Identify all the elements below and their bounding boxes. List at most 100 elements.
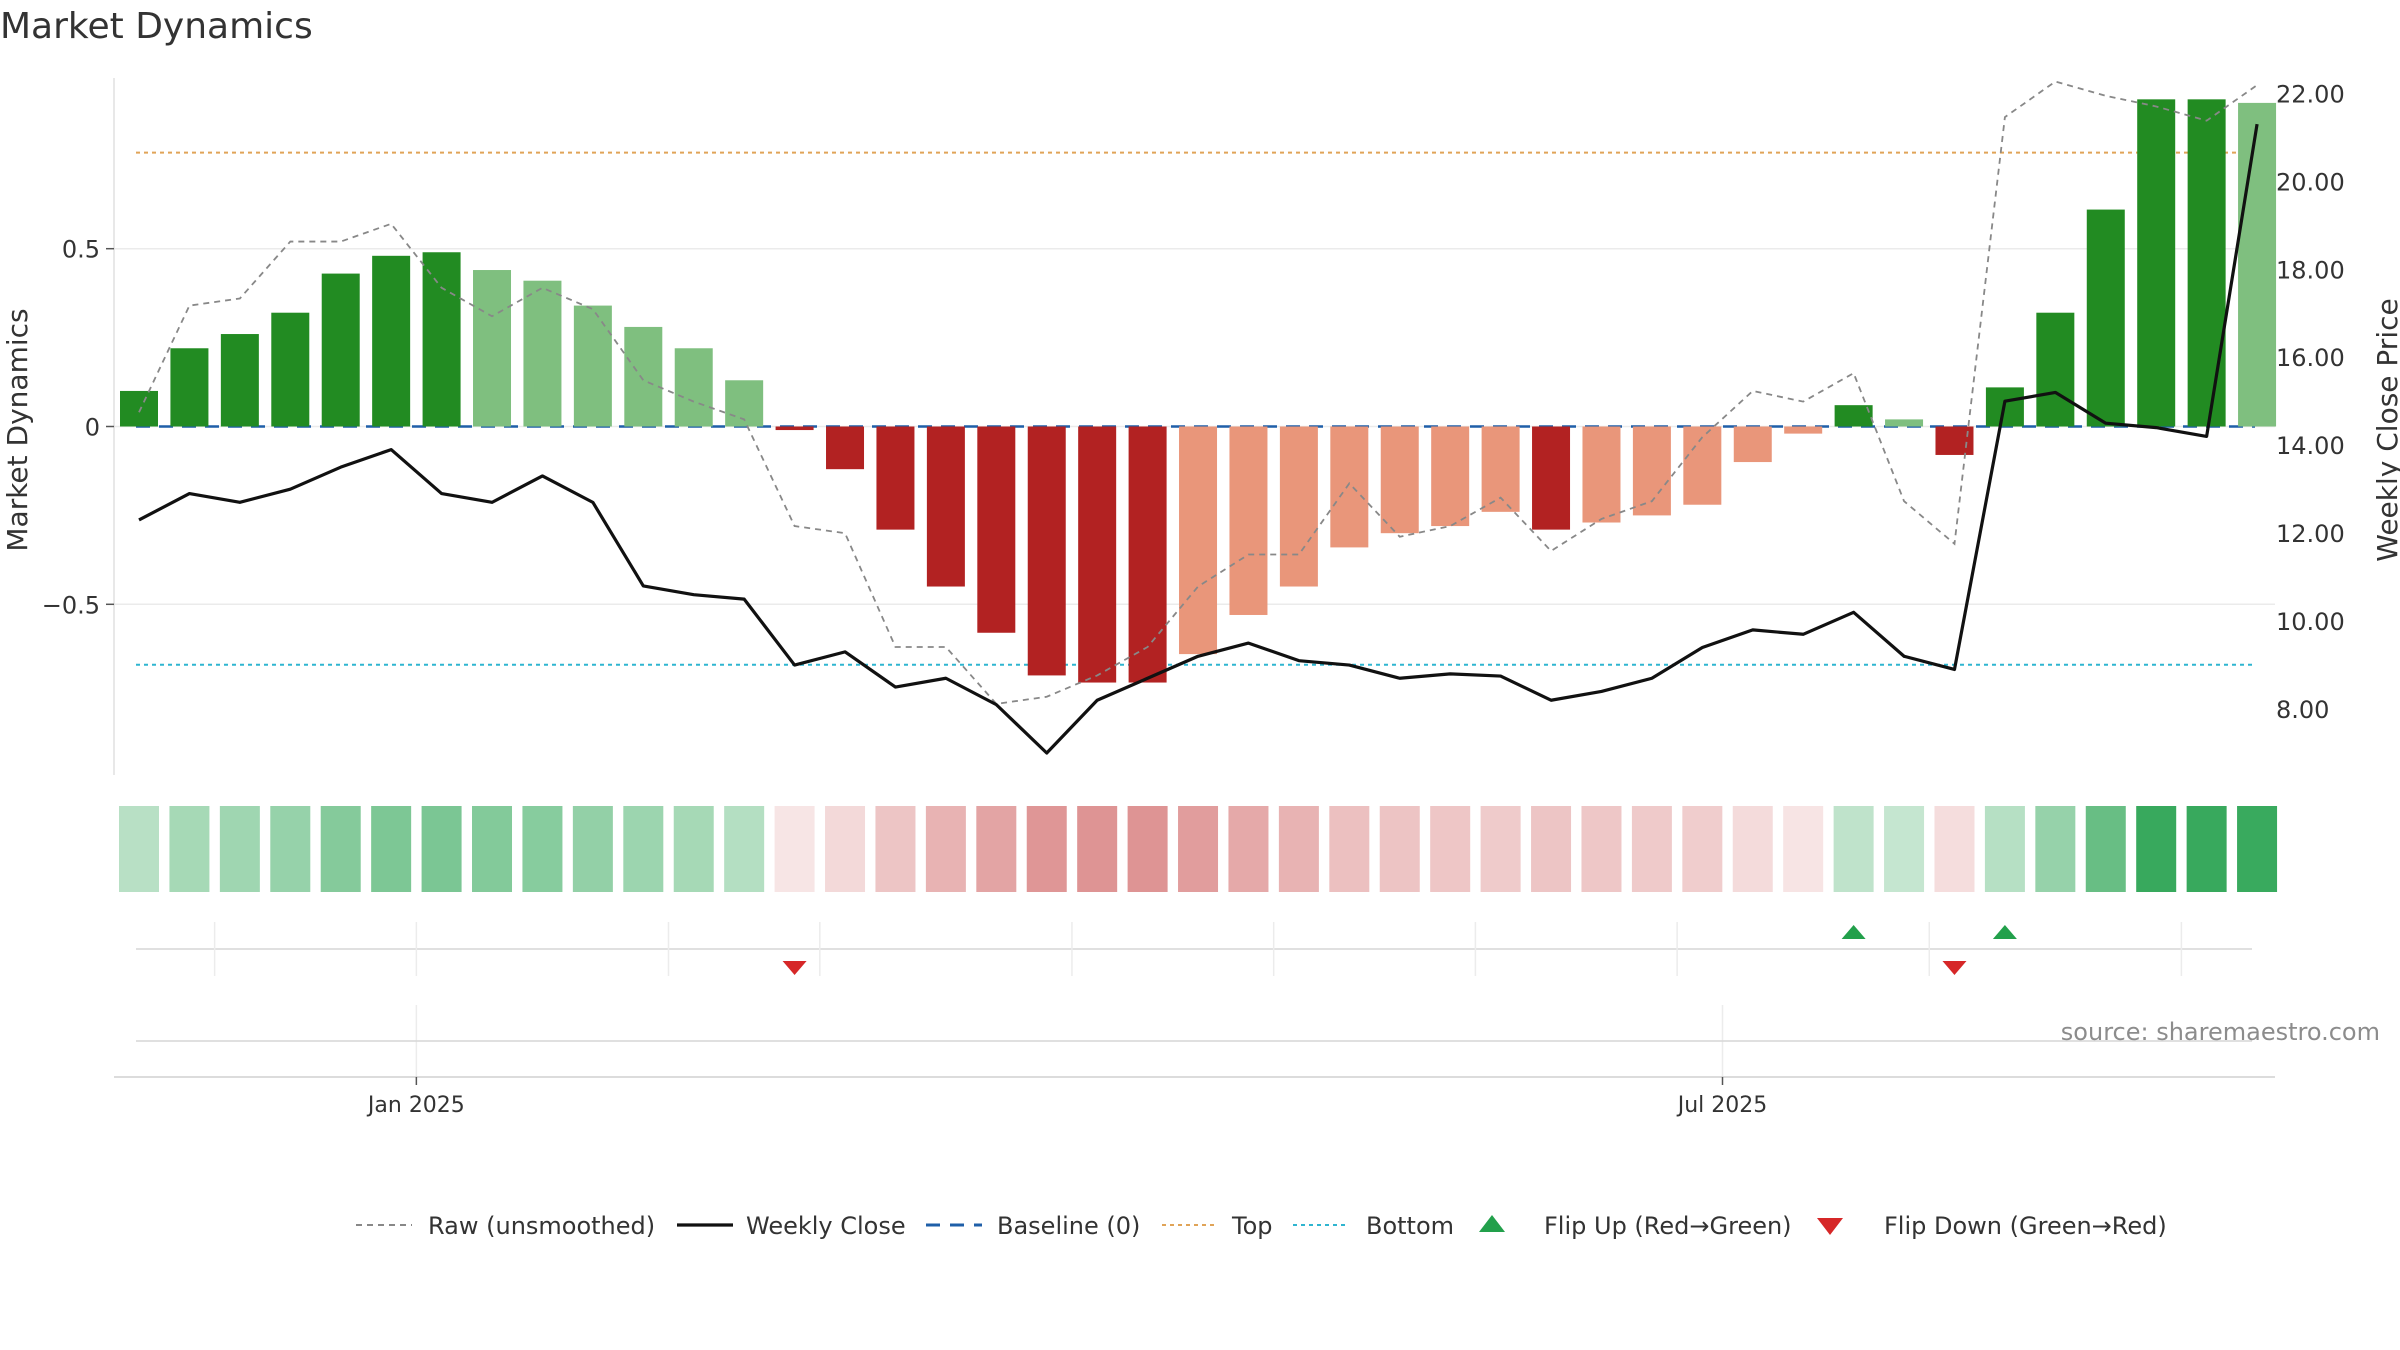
- dynamics-bar: [1481, 426, 1520, 512]
- heat-cell: [472, 806, 513, 892]
- left-tick-label: −0.5: [42, 591, 100, 619]
- raw-line-group: [138, 80, 2258, 705]
- right-tick-label: 22.00: [2276, 80, 2345, 108]
- right-tick-label: 14.00: [2276, 432, 2345, 460]
- dynamics-bar: [926, 426, 965, 587]
- heat-cell: [1682, 806, 1723, 892]
- dynamics-bar: [372, 255, 411, 427]
- right-axis-label: Weekly Close Price: [2371, 298, 2400, 561]
- flip-up-marker: [1841, 925, 1866, 939]
- heat-cell: [1984, 806, 2025, 892]
- heat-strip: [119, 806, 2278, 892]
- dynamics-bar: [624, 326, 663, 427]
- left-axis-label: Market Dynamics: [1, 308, 34, 551]
- heat-cell: [1127, 806, 1168, 892]
- dynamics-bar: [1431, 426, 1470, 527]
- source-text: source: sharemaestro.com: [2061, 1018, 2380, 1046]
- heat-cell: [1833, 806, 1874, 892]
- legend-flip-up-swatch: [1479, 1215, 1505, 1232]
- heat-cell: [1379, 806, 1420, 892]
- dynamics-bar: [1229, 426, 1268, 615]
- flip-markers-panel: [136, 922, 2252, 976]
- heat-cell: [1732, 806, 1773, 892]
- heat-cell: [1783, 806, 1824, 892]
- legend-label: Raw (unsmoothed): [428, 1212, 655, 1240]
- dynamics-bar: [674, 348, 713, 427]
- heat-cell: [724, 806, 765, 892]
- chart-title: Market Dynamics: [0, 6, 313, 47]
- legend-label: Flip Down (Green→Red): [1884, 1212, 2167, 1240]
- heat-cell: [270, 806, 311, 892]
- heat-cell: [1884, 806, 1925, 892]
- heat-cell: [925, 806, 966, 892]
- heat-cell: [825, 806, 866, 892]
- legend-label: Top: [1231, 1212, 1273, 1240]
- weekly-close-group: [138, 123, 2259, 755]
- right-tick-label: 18.00: [2276, 256, 2345, 284]
- lower-panel: [136, 1005, 2252, 1078]
- right-tick-label: 16.00: [2276, 344, 2345, 372]
- heat-cell: [875, 806, 916, 892]
- dynamics-bar: [1935, 426, 1974, 455]
- flip-down-marker: [782, 961, 807, 975]
- dynamics-bar: [220, 334, 259, 427]
- flip-down-marker: [1942, 961, 1967, 975]
- dynamics-bar: [422, 252, 461, 427]
- dynamics-bar: [473, 270, 512, 427]
- heat-cell: [421, 806, 462, 892]
- dynamics-bar: [170, 348, 209, 427]
- heat-cell: [976, 806, 1017, 892]
- dynamics-bar: [523, 280, 562, 427]
- dynamics-bar: [2238, 102, 2277, 427]
- heat-cell: [371, 806, 412, 892]
- heat-cell: [522, 806, 563, 892]
- dynamics-bar: [1279, 426, 1318, 587]
- heat-cell: [1077, 806, 1118, 892]
- heat-cell: [1178, 806, 1219, 892]
- dynamics-bar: [2086, 209, 2125, 427]
- heat-cell: [2085, 806, 2126, 892]
- heat-cell: [1278, 806, 1319, 892]
- heat-cell: [169, 806, 210, 892]
- dynamics-bar: [1733, 426, 1772, 463]
- heat-cell: [572, 806, 613, 892]
- dynamics-bar: [977, 426, 1016, 633]
- dynamics-bar: [2137, 99, 2176, 427]
- dynamics-bar: [1179, 426, 1218, 655]
- dynamics-bar: [573, 305, 612, 427]
- x-axis: Jan 2025 Jul 2025: [114, 1076, 2275, 1118]
- legend-label: Flip Up (Red→Green): [1544, 1212, 1792, 1240]
- heat-cell: [1531, 806, 1572, 892]
- heat-cell: [2035, 806, 2076, 892]
- x-tick-label: Jan 2025: [366, 1093, 465, 1118]
- dynamics-bar: [321, 273, 360, 427]
- left-tick-label: 0.5: [62, 236, 100, 264]
- raw-line: [138, 80, 2258, 705]
- dynamics-bars: [120, 99, 2277, 683]
- dynamics-bar: [1834, 405, 1873, 427]
- dynamics-bar: [1027, 426, 1066, 676]
- legend-label: Bottom: [1366, 1212, 1454, 1240]
- heat-cell: [2136, 806, 2177, 892]
- heat-cell: [119, 806, 159, 892]
- dynamics-bar: [1683, 426, 1722, 505]
- dynamics-bar: [120, 390, 158, 427]
- flip-up-marker: [1992, 925, 2017, 939]
- dynamics-bar: [1380, 426, 1419, 534]
- heat-cell: [673, 806, 714, 892]
- axes: 0.5 0 −0.5 22.00 20.00 18.00 16.00 14.00 12.00 10…: [42, 78, 2345, 775]
- heat-cell: [320, 806, 361, 892]
- heat-cell: [1228, 806, 1269, 892]
- right-tick-label: 10.00: [2276, 608, 2345, 636]
- heat-cell: [1581, 806, 1622, 892]
- right-tick-label: 20.00: [2276, 168, 2345, 196]
- dynamics-bar: [271, 312, 310, 427]
- legend-label: Baseline (0): [997, 1212, 1140, 1240]
- heat-cell: [1480, 806, 1521, 892]
- dynamics-bar: [876, 426, 915, 530]
- dynamics-bar: [1078, 426, 1117, 683]
- heat-cell: [1631, 806, 1672, 892]
- heat-cell: [2237, 806, 2278, 892]
- legend: Raw (unsmoothed) Weekly Close Baseline (0)…: [356, 1212, 2167, 1240]
- dynamics-bar: [1330, 426, 1369, 548]
